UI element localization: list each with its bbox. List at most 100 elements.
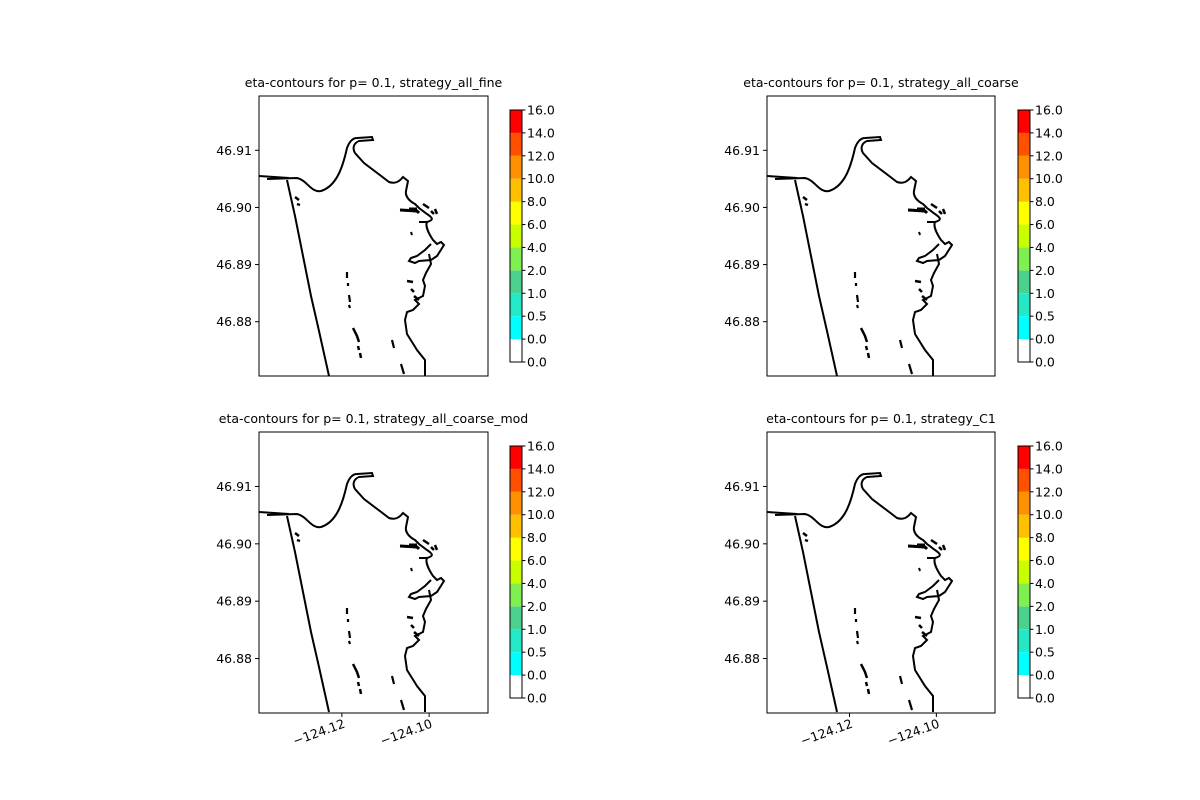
subplot-3: eta-contours for p= 0.1, strategy_all_co…: [216, 411, 555, 748]
colorbar-tick-label: 0.0: [1035, 668, 1055, 683]
colorbar-tick-label: 2.0: [527, 263, 547, 278]
colorbar-tick-label: 0.5: [527, 645, 547, 660]
y-tick-label: 46.88: [216, 314, 252, 329]
colorbar-tick-label: 4.0: [527, 240, 547, 255]
colorbar-tick-label: 6.0: [1035, 217, 1055, 232]
colorbar-segment: [1018, 132, 1030, 156]
colorbar-segment: [510, 247, 522, 271]
subplot-title: eta-contours for p= 0.1, strategy_all_fi…: [245, 75, 503, 90]
x-tick-label: −124.12: [291, 716, 347, 749]
colorbar-segment: [510, 446, 522, 469]
colorbar-tick-label: 4.0: [1035, 240, 1055, 255]
colorbar-tick-label: 0.5: [1035, 309, 1055, 324]
colorbar-segment: [510, 537, 522, 561]
colorbar-frame: [1017, 445, 1031, 699]
subplot-title: eta-contours for p= 0.1, strategy_all_co…: [743, 75, 1019, 90]
colorbar-tick-label: 10.0: [1035, 507, 1063, 522]
colorbar-segment: [510, 514, 522, 538]
colorbar-tick-label: 6.0: [527, 553, 547, 568]
plot-area: [258, 431, 489, 714]
colorbar-segment: [510, 560, 522, 584]
colorbar-segment: [510, 293, 522, 317]
y-tick-label: 46.89: [724, 594, 760, 609]
colorbar-tick-label: 4.0: [527, 576, 547, 591]
colorbar-segment: [510, 339, 522, 362]
colorbar-segment: [1018, 606, 1030, 630]
plot-area: [258, 95, 489, 377]
colorbar-segment: [510, 468, 522, 492]
subplot-1: eta-contours for p= 0.1, strategy_all_fi…: [216, 75, 555, 377]
colorbar-segment: [510, 155, 522, 179]
colorbar-segment: [510, 270, 522, 294]
y-tick-label: 46.91: [216, 143, 252, 158]
colorbar-tick-label: 2.0: [527, 599, 547, 614]
colorbar-segment: [1018, 339, 1030, 362]
colorbar-tick-label: 2.0: [1035, 599, 1055, 614]
colorbar-tick-label: 6.0: [527, 217, 547, 232]
y-tick-label: 46.88: [724, 651, 760, 666]
colorbar-segment: [510, 583, 522, 607]
colorbar-tick-label: 0.5: [1035, 645, 1055, 660]
colorbar-segment: [1018, 629, 1030, 653]
y-tick-label: 46.88: [216, 651, 252, 666]
colorbar-tick-label: 1.0: [1035, 286, 1055, 301]
colorbar-tick-label: 8.0: [1035, 530, 1055, 545]
y-tick-label: 46.91: [216, 479, 252, 494]
colorbar-tick-label: 8.0: [527, 530, 547, 545]
colorbar-segment: [1018, 224, 1030, 248]
colorbar-tick-label: 4.0: [1035, 576, 1055, 591]
colorbar: 0.0 0.0 0.5 1.0 2.0 4.0 6.0 8.0 10.0 12.0 14.0 16.0: [509, 439, 555, 706]
colorbar-tick-label: 8.0: [1035, 194, 1055, 209]
colorbar-segment: [1018, 583, 1030, 607]
colorbar-tick-label: 0.0: [527, 355, 547, 370]
subplot-title: eta-contours for p= 0.1, strategy_C1: [766, 411, 996, 426]
colorbar-frame: [1017, 109, 1031, 363]
colorbar-tick-label: 12.0: [1035, 484, 1063, 499]
colorbar-tick-label: 2.0: [1035, 263, 1055, 278]
y-tick-label: 46.90: [724, 536, 760, 551]
colorbar: 0.0 0.0 0.5 1.0 2.0 4.0 6.0 8.0 10.0 12.0 14.0 16.0: [1017, 439, 1063, 706]
colorbar-tick-label: 1.0: [527, 622, 547, 637]
colorbar-tick-label: 0.0: [1035, 332, 1055, 347]
colorbar-segment: [510, 110, 522, 133]
colorbar-tick-label: 0.0: [527, 691, 547, 706]
colorbar-segment: [1018, 201, 1030, 225]
colorbar-frame: [509, 109, 523, 363]
colorbar-tick-label: 0.5: [527, 309, 547, 324]
colorbar-segment: [1018, 491, 1030, 515]
subplot-4: eta-contours for p= 0.1, strategy_C1 46.9…: [724, 411, 1063, 748]
colorbar-segment: [1018, 652, 1030, 676]
y-tick-label: 46.89: [724, 257, 760, 272]
colorbar-segment: [1018, 293, 1030, 317]
y-tick-label: 46.90: [724, 200, 760, 215]
colorbar-tick-label: 14.0: [527, 461, 555, 476]
colorbar-segment: [510, 652, 522, 676]
x-tick-label: −124.10: [885, 716, 941, 749]
colorbar-segment: [510, 224, 522, 248]
colorbar-segment: [510, 178, 522, 202]
colorbar-tick-label: 12.0: [527, 148, 555, 163]
colorbar-tick-label: 0.0: [1035, 355, 1055, 370]
y-tick-label: 46.91: [724, 143, 760, 158]
colorbar-tick-label: 8.0: [527, 194, 547, 209]
colorbar-tick-label: 14.0: [1035, 461, 1063, 476]
colorbar-segment: [1018, 178, 1030, 202]
colorbar-segment: [510, 629, 522, 653]
colorbar-tick-label: 6.0: [1035, 553, 1055, 568]
colorbar-tick-label: 1.0: [1035, 622, 1055, 637]
colorbar-tick-label: 16.0: [527, 103, 555, 118]
plot-area: [766, 95, 996, 377]
y-tick-label: 46.89: [216, 594, 252, 609]
colorbar-tick-label: 12.0: [1035, 148, 1063, 163]
subplot-title: eta-contours for p= 0.1, strategy_all_co…: [219, 411, 528, 426]
colorbar-segment: [1018, 247, 1030, 271]
colorbar-segment: [1018, 316, 1030, 340]
y-tick-label: 46.90: [216, 536, 252, 551]
colorbar-tick-label: 0.0: [527, 332, 547, 347]
colorbar-segment: [1018, 468, 1030, 492]
colorbar-segment: [1018, 110, 1030, 133]
y-tick-label: 46.89: [216, 257, 252, 272]
colorbar-segment: [510, 132, 522, 156]
colorbar-segment: [1018, 560, 1030, 584]
